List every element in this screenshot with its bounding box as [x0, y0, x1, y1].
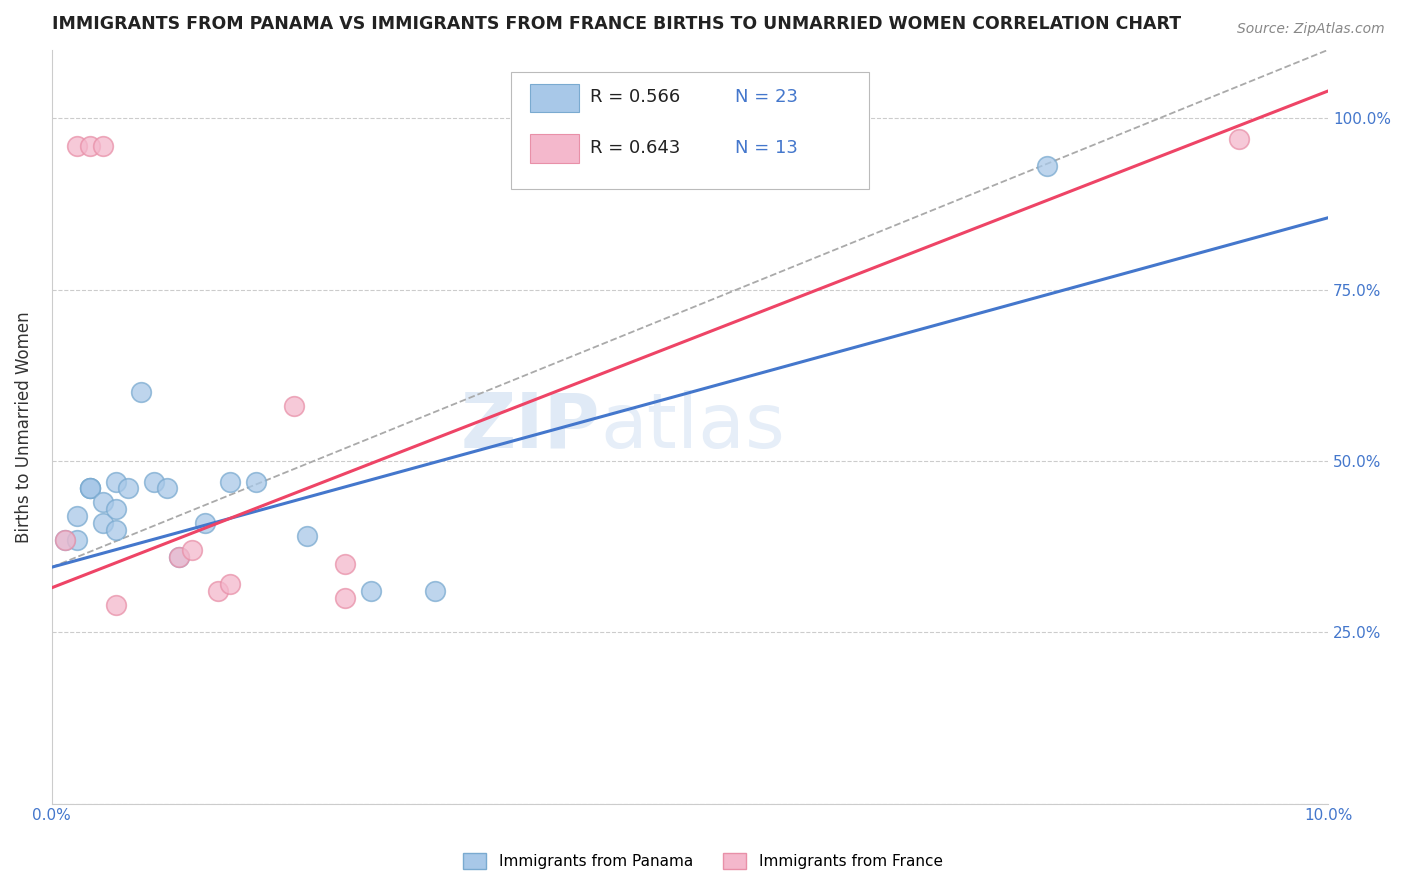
Point: [53, 533, 76, 547]
FancyBboxPatch shape: [512, 72, 869, 189]
Text: N = 23: N = 23: [734, 88, 797, 106]
Point: [104, 523, 127, 537]
Point: [245, 475, 267, 489]
Point: [142, 475, 165, 489]
Text: ZIP: ZIP: [461, 390, 600, 464]
Point: [104, 598, 127, 612]
Point: [423, 584, 446, 599]
Point: [53, 533, 76, 547]
Point: [360, 584, 382, 599]
Point: [156, 482, 179, 496]
Point: [129, 385, 152, 400]
Text: atlas: atlas: [600, 390, 786, 464]
Y-axis label: Births to Unmarried Women: Births to Unmarried Women: [15, 311, 32, 542]
Point: [335, 557, 357, 571]
Point: [169, 549, 191, 564]
Point: [79, 482, 101, 496]
Text: Source: ZipAtlas.com: Source: ZipAtlas.com: [1237, 22, 1385, 37]
Point: [104, 502, 127, 516]
Text: R = 0.566: R = 0.566: [591, 88, 681, 106]
Bar: [530, 84, 579, 112]
Point: [335, 591, 357, 605]
Point: [91, 516, 114, 530]
Point: [194, 516, 217, 530]
Bar: [530, 135, 579, 163]
Point: [79, 138, 101, 153]
Point: [117, 482, 139, 496]
Point: [181, 543, 204, 558]
Point: [295, 529, 318, 543]
Point: [207, 584, 229, 599]
Point: [219, 577, 242, 591]
Point: [66, 533, 89, 547]
Legend: Immigrants from Panama, Immigrants from France: Immigrants from Panama, Immigrants from …: [457, 847, 949, 875]
Point: [169, 549, 191, 564]
Point: [1036, 159, 1059, 173]
Point: [91, 495, 114, 509]
Point: [219, 475, 242, 489]
Point: [91, 138, 114, 153]
Point: [66, 138, 89, 153]
Text: IMMIGRANTS FROM PANAMA VS IMMIGRANTS FROM FRANCE BIRTHS TO UNMARRIED WOMEN CORRE: IMMIGRANTS FROM PANAMA VS IMMIGRANTS FRO…: [52, 15, 1181, 33]
Point: [1227, 132, 1250, 146]
Text: R = 0.643: R = 0.643: [591, 139, 681, 157]
Point: [79, 482, 101, 496]
Point: [283, 399, 305, 413]
Text: N = 13: N = 13: [734, 139, 797, 157]
Point: [79, 482, 101, 496]
Point: [104, 475, 127, 489]
Point: [66, 508, 89, 523]
